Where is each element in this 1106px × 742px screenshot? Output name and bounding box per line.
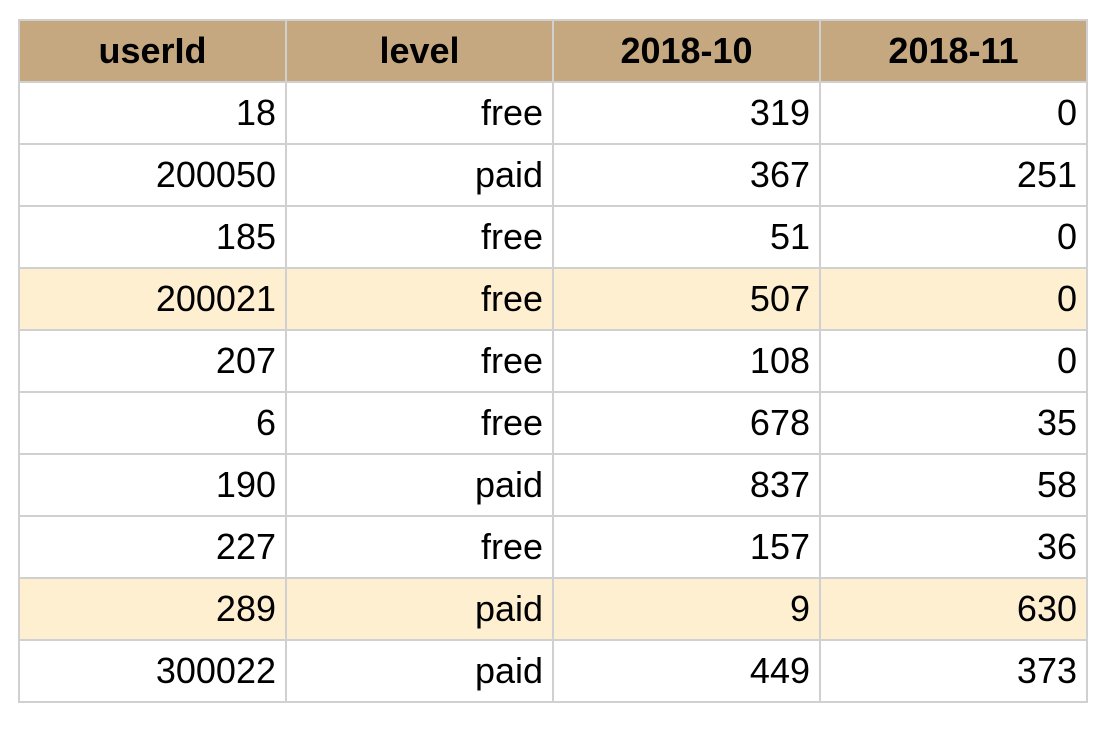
table-row[interactable]: 6 free 678 35 [18,391,1088,455]
cell-2018-11[interactable]: 251 [819,143,1088,207]
cell-2018-11[interactable]: 0 [819,329,1088,393]
cell-level[interactable]: paid [285,143,554,207]
cell-2018-10[interactable]: 678 [552,391,821,455]
cell-level[interactable]: free [285,267,554,331]
column-header-userid[interactable]: userId [18,19,287,83]
data-table-container: userId level 2018-10 2018-11 18 free 319… [18,19,1088,703]
cell-userid[interactable]: 207 [18,329,287,393]
cell-2018-10[interactable]: 108 [552,329,821,393]
cell-userid[interactable]: 200021 [18,267,287,331]
column-header-level[interactable]: level [285,19,554,83]
table-body: 18 free 319 0 200050 paid 367 251 185 fr… [18,81,1088,703]
table-row[interactable]: 200021 free 507 0 [18,267,1088,331]
cell-2018-10[interactable]: 9 [552,577,821,641]
cell-2018-10[interactable]: 157 [552,515,821,579]
table-row[interactable]: 289 paid 9 630 [18,577,1088,641]
column-header-2018-10[interactable]: 2018-10 [552,19,821,83]
cell-userid[interactable]: 18 [18,81,287,145]
cell-userid[interactable]: 200050 [18,143,287,207]
cell-2018-11[interactable]: 36 [819,515,1088,579]
data-table: userId level 2018-10 2018-11 18 free 319… [18,19,1088,703]
cell-level[interactable]: free [285,329,554,393]
cell-userid[interactable]: 185 [18,205,287,269]
cell-userid[interactable]: 6 [18,391,287,455]
column-header-2018-11[interactable]: 2018-11 [819,19,1088,83]
cell-2018-10[interactable]: 837 [552,453,821,517]
cell-2018-11[interactable]: 630 [819,577,1088,641]
table-row[interactable]: 18 free 319 0 [18,81,1088,145]
cell-userid[interactable]: 289 [18,577,287,641]
cell-level[interactable]: free [285,81,554,145]
table-row[interactable]: 190 paid 837 58 [18,453,1088,517]
cell-level[interactable]: free [285,515,554,579]
cell-2018-11[interactable]: 0 [819,81,1088,145]
cell-2018-11[interactable]: 58 [819,453,1088,517]
table-header: userId level 2018-10 2018-11 [18,19,1088,83]
table-row[interactable]: 300022 paid 449 373 [18,639,1088,703]
cell-level[interactable]: paid [285,577,554,641]
cell-2018-10[interactable]: 507 [552,267,821,331]
table-row[interactable]: 185 free 51 0 [18,205,1088,269]
cell-level[interactable]: free [285,205,554,269]
cell-2018-10[interactable]: 319 [552,81,821,145]
cell-level[interactable]: paid [285,453,554,517]
cell-2018-11[interactable]: 35 [819,391,1088,455]
cell-level[interactable]: free [285,391,554,455]
cell-2018-10[interactable]: 51 [552,205,821,269]
table-row[interactable]: 200050 paid 367 251 [18,143,1088,207]
cell-userid[interactable]: 227 [18,515,287,579]
table-row[interactable]: 207 free 108 0 [18,329,1088,393]
cell-level[interactable]: paid [285,639,554,703]
cell-userid[interactable]: 300022 [18,639,287,703]
table-row[interactable]: 227 free 157 36 [18,515,1088,579]
cell-2018-11[interactable]: 373 [819,639,1088,703]
cell-2018-10[interactable]: 449 [552,639,821,703]
cell-2018-10[interactable]: 367 [552,143,821,207]
cell-2018-11[interactable]: 0 [819,267,1088,331]
cell-2018-11[interactable]: 0 [819,205,1088,269]
header-row: userId level 2018-10 2018-11 [18,19,1088,83]
cell-userid[interactable]: 190 [18,453,287,517]
